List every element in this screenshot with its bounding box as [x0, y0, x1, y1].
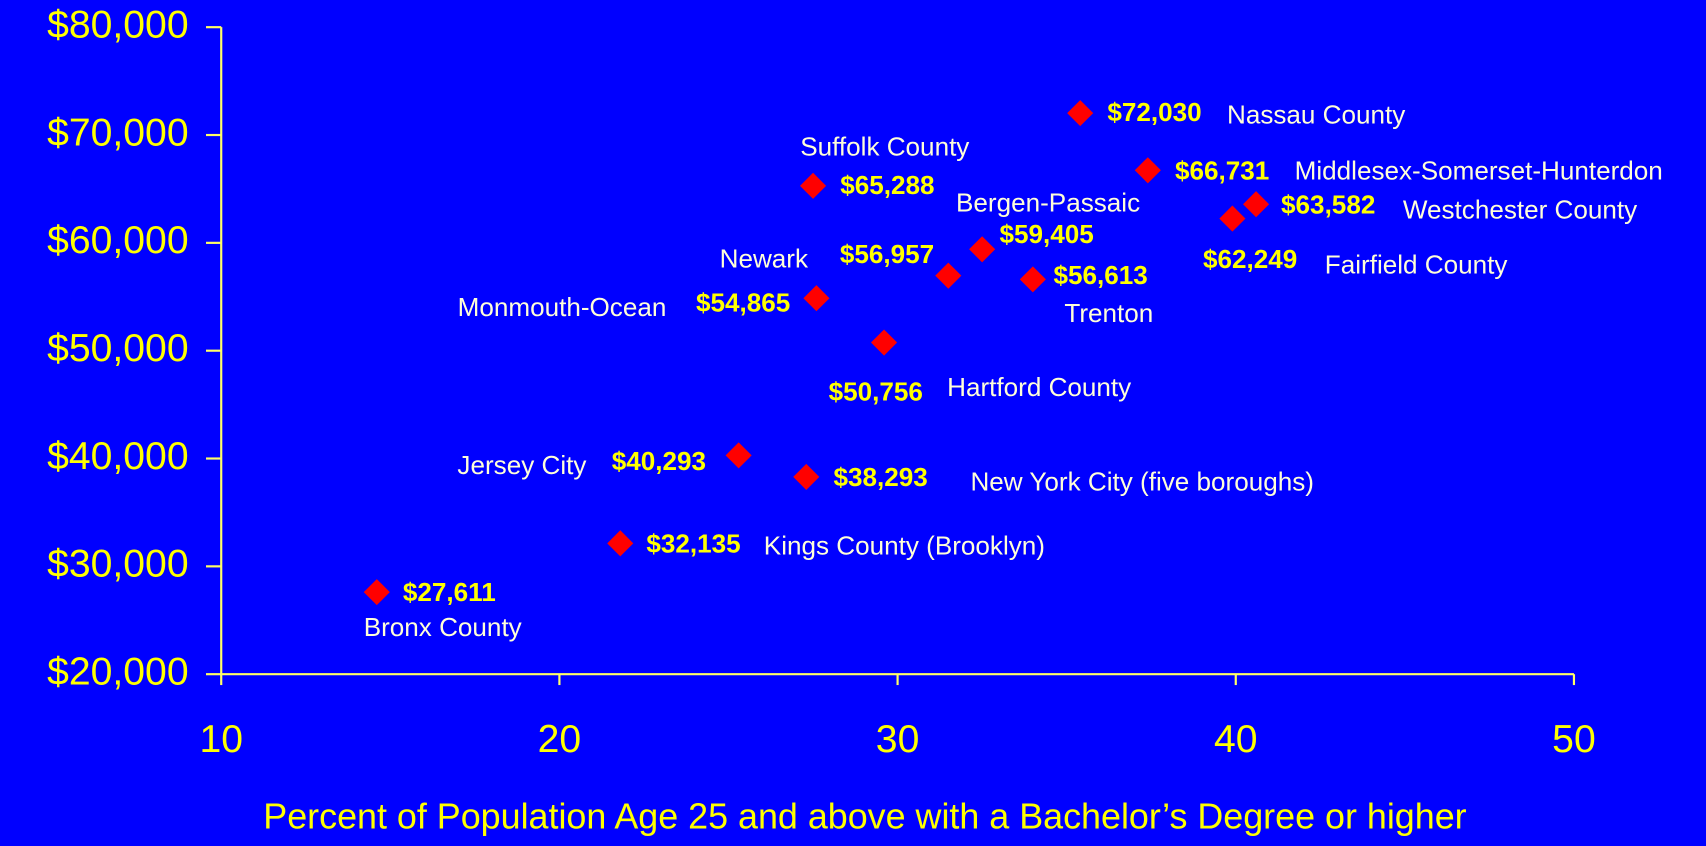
data-label: $54,865: [696, 288, 790, 318]
y-tick-label: $60,000: [47, 219, 188, 262]
point: [935, 262, 962, 289]
point-label: Westchester County: [1403, 195, 1637, 225]
point: [793, 463, 820, 490]
point-label: Trenton: [1064, 298, 1153, 328]
x-tick-label: 30: [876, 718, 920, 761]
data-label: $56,957: [840, 239, 934, 269]
data-label: $40,293: [612, 446, 706, 476]
y-tick-label: $20,000: [47, 651, 188, 694]
data-label: $38,293: [833, 462, 927, 492]
data-label: $32,135: [646, 528, 740, 558]
point-label: Jersey City: [457, 450, 586, 480]
data-label: $72,030: [1107, 97, 1201, 127]
data-label: $56,613: [1054, 260, 1148, 290]
y-tick-label: $30,000: [47, 543, 188, 586]
point: [799, 172, 827, 199]
x-axis-title: Percent of Population Age 25 and above w…: [263, 796, 1466, 836]
point-label: Bergen-Passaic: [956, 188, 1140, 218]
point-label: Nassau County: [1227, 99, 1405, 129]
data-label: $50,756: [829, 377, 923, 407]
point-label: Fairfield County: [1325, 249, 1508, 279]
point: [607, 530, 634, 557]
x-tick-label: 40: [1214, 718, 1258, 761]
x-tick-label: 20: [538, 718, 582, 761]
point: [1134, 157, 1161, 184]
point: [1067, 100, 1094, 127]
point-label: Monmouth-Ocean: [458, 292, 667, 322]
data-label: $62,249: [1203, 244, 1297, 274]
x-tick-label: 50: [1552, 718, 1596, 761]
y-tick-label: $50,000: [47, 327, 188, 370]
point-label: Newark: [720, 243, 809, 273]
y-tick-label: $70,000: [47, 111, 188, 154]
y-tick-label: $80,000: [47, 4, 188, 47]
point-label: Kings County (Brooklyn): [764, 531, 1045, 561]
point: [1219, 205, 1246, 232]
point-label: Bronx County: [364, 612, 522, 642]
data-label: $63,582: [1281, 189, 1375, 219]
x-tick-label: 10: [199, 718, 243, 761]
point-label: Middlesex-Somerset-Hunterdon: [1295, 155, 1663, 185]
point: [1243, 191, 1270, 218]
point: [871, 329, 898, 356]
data-label: $66,731: [1175, 155, 1269, 185]
point: [803, 285, 830, 312]
point-label: Suffolk County: [800, 132, 969, 162]
data-label: $65,288: [840, 170, 934, 200]
point-label: New York City (five boroughs): [970, 466, 1314, 496]
data-label: $59,405: [1000, 219, 1094, 249]
point-label: Hartford County: [947, 372, 1131, 402]
y-tick-label: $40,000: [47, 435, 188, 478]
data-label: $27,611: [403, 577, 496, 607]
